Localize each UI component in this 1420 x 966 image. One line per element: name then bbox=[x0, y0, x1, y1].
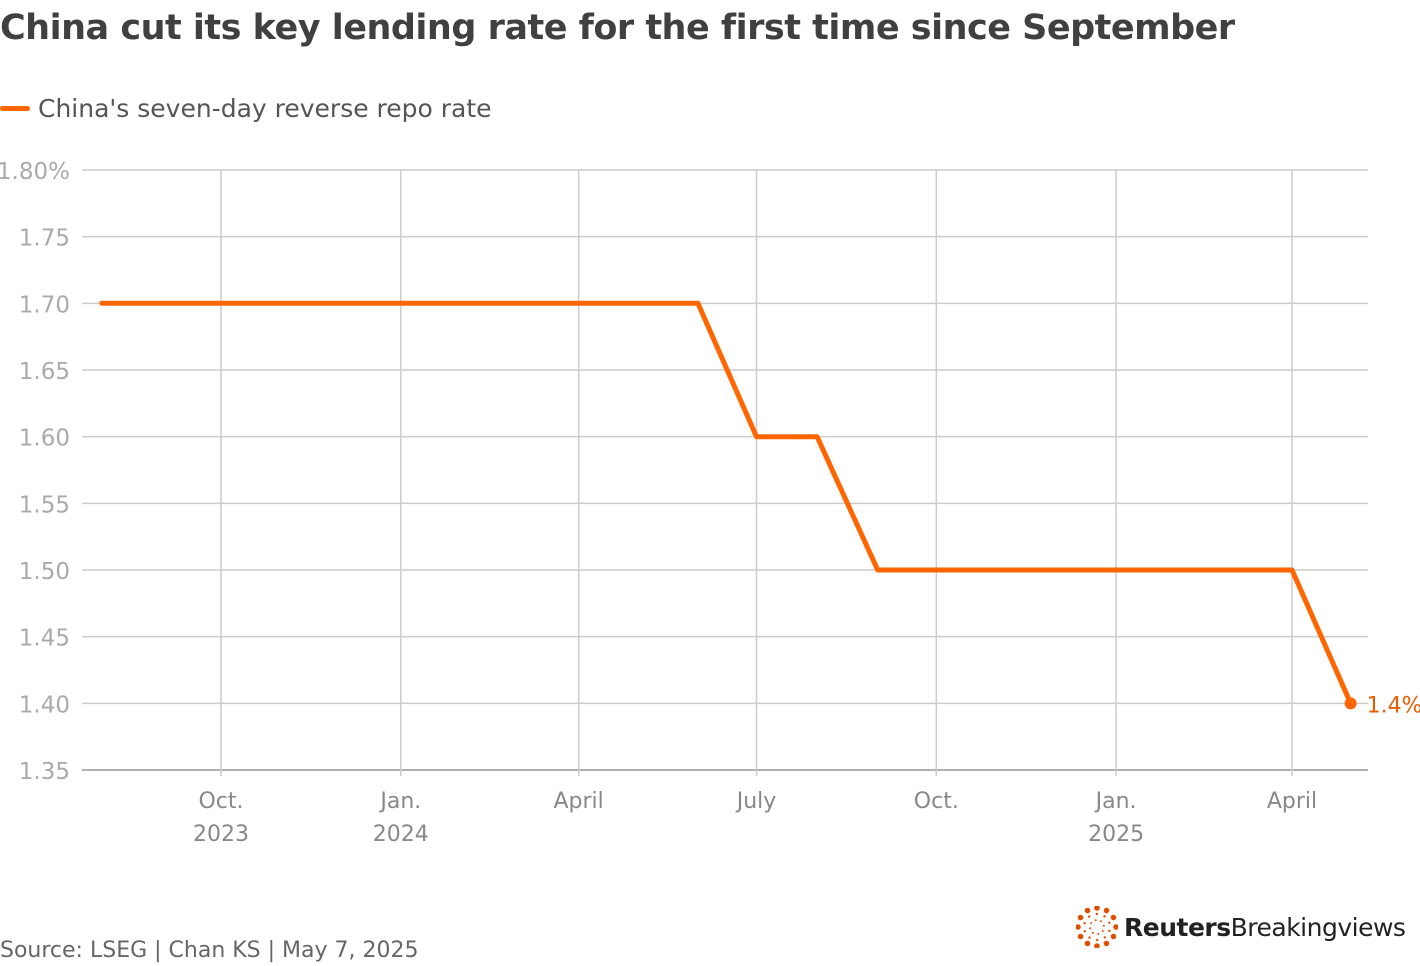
logo-dot bbox=[1089, 927, 1092, 930]
y-tick-label: 1.70 bbox=[19, 292, 70, 318]
logo-dot bbox=[1088, 936, 1091, 939]
x-tick-label-year: 2023 bbox=[193, 822, 249, 847]
x-tick-label: Jan. bbox=[1094, 789, 1137, 814]
logo-dot bbox=[1102, 924, 1105, 927]
reuters-dots-icon bbox=[1076, 906, 1118, 948]
x-tick-label: April bbox=[1267, 789, 1317, 814]
y-tick-label: 1.35 bbox=[19, 759, 70, 785]
x-tick-label: Oct. bbox=[914, 789, 959, 814]
end-value-label: 1.4% bbox=[1367, 693, 1420, 718]
end-point-marker bbox=[1344, 697, 1357, 710]
legend-label: China's seven-day reverse repo rate bbox=[38, 94, 492, 123]
y-tick-label: 1.60 bbox=[19, 426, 70, 452]
chart-title: China cut its key lending rate for the f… bbox=[0, 8, 1235, 48]
y-tick-label: 1.45 bbox=[19, 626, 70, 652]
logo-dot bbox=[1110, 914, 1117, 921]
logo-dot bbox=[1084, 907, 1091, 914]
logo-dot bbox=[1094, 943, 1100, 948]
logo-dot bbox=[1083, 921, 1086, 925]
logo-dot bbox=[1095, 912, 1099, 916]
logo-dot bbox=[1113, 924, 1118, 930]
y-tick-label: 1.40 bbox=[19, 692, 70, 718]
y-tick-label: 1.50 bbox=[19, 559, 70, 585]
x-tick-label: Oct. bbox=[198, 789, 243, 814]
brand-bold: Reuters bbox=[1124, 912, 1231, 942]
logo-dot bbox=[1099, 920, 1102, 923]
logo-dot bbox=[1084, 940, 1091, 947]
brand-light: Breakingviews bbox=[1230, 912, 1406, 942]
source-note: Source: LSEG | Chan KS | May 7, 2025 bbox=[0, 938, 419, 963]
reuters-breakingviews-logo: ReutersBreakingviews bbox=[1076, 906, 1406, 948]
logo-dot bbox=[1108, 921, 1111, 925]
x-tick-label: July bbox=[735, 789, 777, 814]
legend-swatch bbox=[0, 106, 30, 111]
legend: China's seven-day reverse repo rate bbox=[0, 94, 492, 123]
logo-dot bbox=[1088, 915, 1091, 918]
line-chart: 1.80% 1.75 1.70 1.65 1.60 1.55 1.50 1.45 1.40 1.3… bbox=[0, 159, 1420, 847]
logo-dot bbox=[1108, 929, 1111, 933]
logo-dot bbox=[1103, 907, 1110, 914]
y-tick-label: 1.75 bbox=[19, 226, 70, 252]
x-tick-label: Jan. bbox=[378, 789, 421, 814]
y-tick-label: 1.65 bbox=[19, 359, 70, 385]
logo-dot bbox=[1095, 938, 1099, 942]
logo-dot bbox=[1103, 940, 1110, 947]
logo-dot bbox=[1083, 929, 1086, 933]
series-line bbox=[99, 300, 1354, 706]
x-tick-label: April bbox=[554, 789, 604, 814]
logo-dot bbox=[1103, 936, 1106, 939]
logo-dot bbox=[1076, 924, 1081, 930]
logo-dot bbox=[1110, 933, 1117, 940]
x-tick-label-year: 2024 bbox=[373, 822, 429, 847]
y-tick-label: 1.55 bbox=[19, 492, 70, 518]
logo-dot bbox=[1097, 932, 1100, 935]
logo-dot bbox=[1077, 933, 1084, 940]
logo-dot bbox=[1092, 931, 1095, 934]
y-tick-label: 1.80% bbox=[0, 159, 70, 185]
logo-dot bbox=[1090, 922, 1093, 925]
logo-dot bbox=[1103, 915, 1106, 918]
logo-dot bbox=[1101, 929, 1104, 932]
x-tick-label-year: 2025 bbox=[1088, 822, 1144, 847]
logo-dot bbox=[1077, 914, 1084, 921]
logo-dot bbox=[1094, 906, 1100, 911]
logo-dot bbox=[1094, 919, 1097, 922]
